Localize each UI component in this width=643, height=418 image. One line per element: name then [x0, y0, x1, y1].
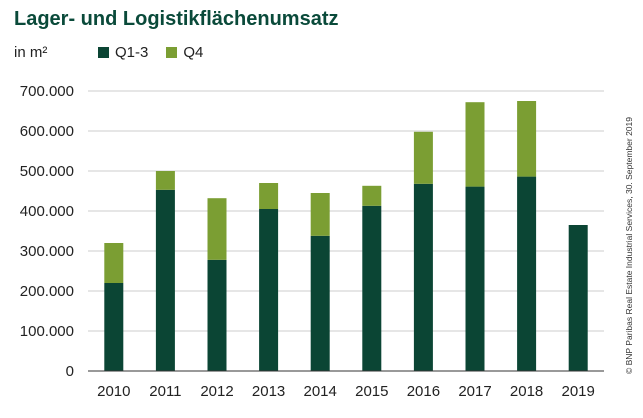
x-tick-label: 2019 [562, 383, 595, 400]
bar-q13-2011 [155, 189, 175, 371]
bar-q4-2015 [362, 185, 382, 206]
y-tick-label: 700.000 [20, 83, 74, 100]
x-tick-label: 2018 [510, 383, 543, 400]
y-tick-label: 200.000 [20, 283, 74, 300]
bar-q4-2011 [155, 171, 175, 190]
bar-q13-2016 [413, 183, 433, 371]
x-tick-label: 2010 [97, 383, 130, 400]
y-tick-label: 400.000 [20, 203, 74, 220]
x-tick-label: 2013 [252, 383, 285, 400]
legend: Q1-3 Q4 [98, 44, 203, 61]
y-tick-label: 300.000 [20, 243, 74, 260]
x-tick-label: 2015 [355, 383, 388, 400]
x-tick-label: 2012 [200, 383, 233, 400]
unit-label: in m² [14, 44, 48, 61]
bar-q4-2012 [207, 198, 227, 260]
x-tick-label: 2016 [407, 383, 440, 400]
bar-q4-2013 [259, 183, 279, 209]
legend-swatch-q4 [166, 47, 178, 58]
bar-q13-2019 [568, 225, 588, 371]
y-tick-label: 100.000 [20, 323, 74, 340]
chart-title: Lager- und Logistikflächenumsatz [14, 8, 339, 30]
bar-q4-2017 [465, 102, 485, 187]
y-axis-ticks: 0 100.000 200.000 300.000 400.000 500.000 600.… [20, 83, 74, 380]
x-tick-label: 2011 [149, 383, 181, 400]
x-tick-label: 2017 [458, 383, 491, 400]
legend-item-q4: Q4 [166, 44, 203, 61]
y-tick-label: 0 [66, 363, 74, 380]
bars [104, 101, 588, 371]
bar-q4-2014 [310, 193, 330, 236]
bar-q13-2012 [207, 259, 227, 371]
legend-swatch-q13 [98, 47, 109, 58]
bar-q13-2015 [362, 205, 382, 371]
bar-q13-2013 [259, 209, 279, 371]
bar-q13-2017 [465, 186, 485, 371]
legend-item-q13: Q1-3 [98, 44, 148, 61]
source-note: © BNP Paribas Real Estate Industrial Ser… [624, 117, 634, 374]
bar-q13-2018 [517, 176, 537, 371]
bar-q4-2016 [413, 131, 433, 184]
x-tick-label: 2014 [304, 383, 337, 400]
bar-q13-2010 [104, 283, 124, 371]
bar-q13-2014 [310, 235, 330, 371]
y-tick-label: 600.000 [20, 123, 74, 140]
bar-q4-2010 [104, 243, 124, 283]
legend-label-q4: Q4 [183, 44, 204, 61]
bar-q4-2018 [517, 101, 537, 177]
x-axis-ticks: 2010 2011 2012 2013 2014 2015 2016 2017 2018 2019 [97, 383, 595, 400]
legend-label-q13: Q1-3 [115, 44, 149, 61]
y-tick-label: 500.000 [20, 163, 74, 180]
